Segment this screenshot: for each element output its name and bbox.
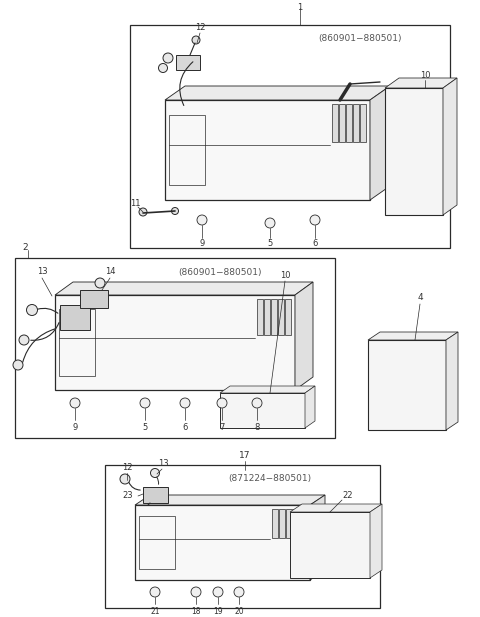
Text: 11: 11 — [130, 199, 141, 209]
Circle shape — [120, 474, 130, 484]
Text: 18: 18 — [191, 607, 201, 616]
Polygon shape — [293, 509, 299, 537]
Circle shape — [150, 587, 160, 597]
Circle shape — [192, 36, 200, 44]
Polygon shape — [257, 299, 263, 335]
Circle shape — [197, 215, 207, 225]
Polygon shape — [300, 509, 306, 537]
Circle shape — [13, 360, 23, 370]
Polygon shape — [353, 104, 359, 142]
Polygon shape — [60, 305, 90, 330]
Polygon shape — [385, 78, 457, 88]
Text: 5: 5 — [143, 423, 148, 431]
Text: (860901−880501): (860901−880501) — [178, 268, 262, 276]
Text: 12: 12 — [195, 22, 205, 31]
Text: 1: 1 — [298, 4, 302, 12]
Text: 19: 19 — [213, 607, 223, 616]
Polygon shape — [286, 509, 292, 537]
Text: (871224−880501): (871224−880501) — [228, 473, 312, 482]
Polygon shape — [220, 386, 315, 393]
Polygon shape — [285, 299, 291, 335]
Polygon shape — [332, 104, 338, 142]
Circle shape — [139, 208, 147, 216]
Polygon shape — [290, 504, 382, 512]
Polygon shape — [368, 340, 446, 430]
Polygon shape — [279, 509, 285, 537]
Polygon shape — [264, 299, 270, 335]
Polygon shape — [346, 104, 352, 142]
Text: 13: 13 — [36, 268, 48, 276]
Polygon shape — [446, 332, 458, 430]
Text: 4: 4 — [417, 294, 423, 302]
Text: 13: 13 — [158, 458, 168, 468]
Polygon shape — [360, 104, 366, 142]
Polygon shape — [305, 386, 315, 428]
Circle shape — [158, 64, 168, 73]
Text: 14: 14 — [105, 268, 115, 276]
Circle shape — [180, 398, 190, 408]
Polygon shape — [370, 504, 382, 578]
Polygon shape — [310, 495, 325, 580]
Polygon shape — [278, 299, 284, 335]
Text: 6: 6 — [312, 239, 318, 249]
Text: 7: 7 — [219, 423, 225, 431]
Polygon shape — [443, 78, 457, 215]
Text: (860901−880501): (860901−880501) — [318, 33, 402, 43]
Polygon shape — [55, 282, 313, 295]
Polygon shape — [271, 299, 277, 335]
Polygon shape — [80, 290, 108, 308]
Polygon shape — [385, 88, 443, 215]
Text: 10: 10 — [420, 70, 430, 80]
Circle shape — [26, 305, 37, 315]
Circle shape — [213, 587, 223, 597]
Circle shape — [70, 398, 80, 408]
Polygon shape — [135, 505, 310, 580]
Text: 10: 10 — [280, 270, 290, 280]
Polygon shape — [272, 509, 278, 537]
Text: 9: 9 — [199, 239, 204, 249]
Text: 21: 21 — [150, 607, 160, 616]
Text: 22: 22 — [343, 491, 353, 500]
Circle shape — [151, 468, 159, 478]
Polygon shape — [143, 487, 168, 503]
Circle shape — [171, 207, 179, 215]
Circle shape — [19, 335, 29, 345]
Text: 8: 8 — [254, 423, 260, 431]
Text: 2: 2 — [22, 242, 28, 252]
Circle shape — [140, 398, 150, 408]
Circle shape — [234, 587, 244, 597]
Text: 17: 17 — [239, 450, 251, 460]
Polygon shape — [339, 104, 345, 142]
Polygon shape — [370, 86, 390, 200]
Text: 9: 9 — [72, 423, 78, 431]
Circle shape — [191, 587, 201, 597]
Text: 12: 12 — [122, 463, 132, 471]
Text: 23: 23 — [122, 491, 133, 500]
Text: 6: 6 — [182, 423, 188, 431]
Circle shape — [310, 215, 320, 225]
Polygon shape — [176, 55, 200, 70]
Circle shape — [265, 218, 275, 228]
Polygon shape — [290, 512, 370, 578]
Circle shape — [95, 278, 105, 288]
Polygon shape — [368, 332, 458, 340]
Text: 20: 20 — [234, 607, 244, 616]
Polygon shape — [220, 393, 305, 428]
Circle shape — [252, 398, 262, 408]
Polygon shape — [135, 495, 325, 505]
Polygon shape — [165, 100, 370, 200]
Circle shape — [163, 53, 173, 63]
Polygon shape — [165, 86, 390, 100]
Circle shape — [217, 398, 227, 408]
Text: 5: 5 — [267, 239, 273, 249]
Polygon shape — [55, 295, 295, 390]
Polygon shape — [295, 282, 313, 390]
